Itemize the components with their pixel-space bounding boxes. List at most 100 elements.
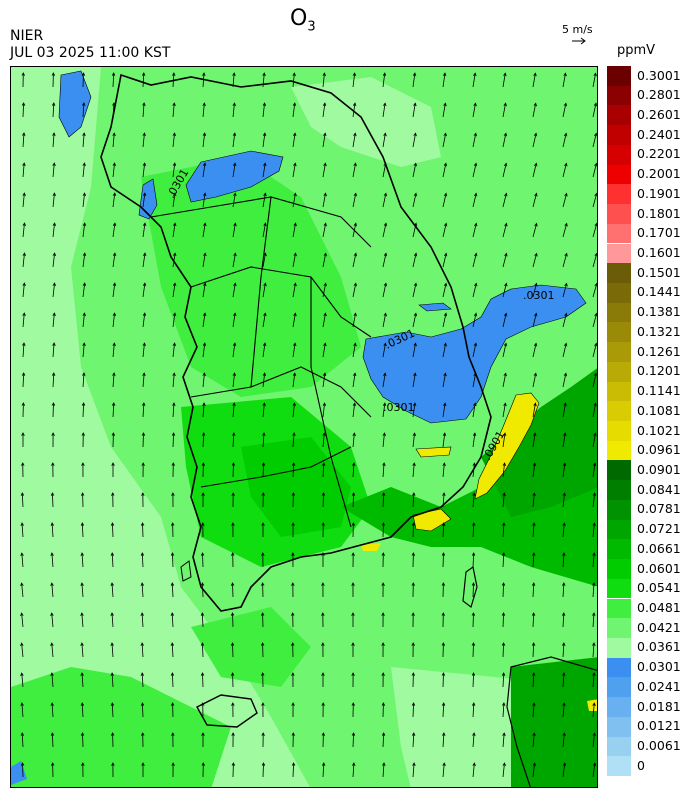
wind-arrow-head: [50, 672, 54, 676]
wind-arrow-head: [383, 282, 388, 287]
wind-arrow-head: [323, 132, 327, 137]
wind-arrow: [51, 522, 54, 538]
wind-arrow: [562, 73, 566, 88]
wind-arrow-head: [564, 282, 568, 287]
wind-arrow: [322, 462, 325, 478]
wind-arrow-head: [21, 372, 26, 376]
wind-arrow-head: [291, 612, 295, 616]
wind-arrow-head: [233, 282, 237, 287]
wind-arrow-head: [20, 492, 25, 496]
wind-arrow: [532, 313, 537, 328]
wind-arrow-head: [291, 552, 295, 556]
wind-arrow: [172, 552, 174, 568]
wind-arrow-head: [443, 372, 447, 377]
wind-arrow: [472, 313, 477, 328]
wind-arrow: [262, 283, 266, 298]
wind-arrow: [232, 642, 234, 658]
wind-arrow: [382, 433, 385, 448]
wind-arrow: [22, 132, 25, 148]
wind-arrow: [502, 193, 507, 208]
wind-arrow-head: [291, 582, 295, 586]
wind-arrow: [472, 103, 476, 118]
wind-arrow: [382, 373, 386, 388]
wind-arrow: [81, 552, 84, 568]
wind-arrow: [142, 72, 145, 88]
wind-arrow: [172, 223, 176, 238]
wind-arrow-head: [82, 162, 86, 167]
wind-arrow-head: [383, 192, 388, 197]
wind-arrow-head: [52, 282, 56, 287]
wind-arrow: [262, 373, 266, 388]
wind-arrow-head: [351, 552, 355, 556]
legend-label: 0.0541: [637, 580, 681, 596]
wind-arrow-head: [111, 762, 115, 766]
wind-arrow-head: [110, 732, 115, 736]
wind-arrow-head: [111, 462, 115, 466]
wind-arrow: [592, 133, 597, 148]
wind-arrow: [472, 223, 477, 238]
wind-arrow: [22, 283, 25, 298]
legend-label: 0.0181: [637, 698, 681, 714]
wind-arrow: [141, 672, 144, 688]
wind-arrow: [442, 313, 447, 328]
wind-arrow-head: [51, 102, 56, 106]
wind-arrow-head: [293, 162, 297, 167]
wind-arrow: [112, 372, 115, 388]
wind-arrow-head: [230, 582, 235, 586]
wind-arrow: [472, 403, 476, 418]
wind-arrow-head: [81, 432, 85, 436]
wind-arrow: [52, 193, 55, 208]
wind-arrow-head: [593, 132, 597, 137]
wind-arrow-head: [142, 132, 146, 137]
wind-arrow: [142, 402, 145, 418]
legend-bin: 0.1201: [607, 361, 692, 382]
wind-arrow-head: [22, 222, 26, 227]
agency-label: NIER: [10, 28, 44, 44]
wind-arrow: [232, 582, 234, 598]
wind-arrow-head: [291, 702, 295, 706]
legend-swatch: [607, 598, 631, 619]
wind-arrow-head: [411, 552, 416, 556]
wind-arrow-head: [292, 72, 296, 77]
wind-arrow-head: [171, 432, 176, 436]
wind-arrow: [112, 133, 115, 148]
wind-arrow-head: [473, 372, 477, 377]
wind-arrow-head: [142, 222, 147, 227]
wind-arrow-head: [381, 552, 385, 556]
legend-bin: 0.3001: [607, 66, 692, 86]
wind-arrow: [142, 253, 146, 268]
wind-arrow: [382, 133, 386, 148]
wind-arrow-head: [52, 312, 56, 317]
wind-arrow-head: [231, 522, 235, 526]
wind-arrow: [532, 193, 537, 208]
wind-arrow: [112, 313, 115, 328]
wind-arrow-head: [563, 342, 568, 347]
wind-arrow-head: [351, 582, 355, 586]
wind-arrow-head: [263, 282, 267, 287]
wind-arrow: [52, 132, 55, 148]
legend-bin: 0.2601: [607, 105, 692, 126]
wind-arrow-head: [142, 312, 147, 317]
wind-arrow: [382, 283, 387, 298]
wind-arrow: [412, 163, 417, 178]
wind-arrow-head: [52, 132, 56, 136]
wind-arrow-head: [112, 372, 116, 376]
wind-arrow: [111, 702, 114, 718]
wind-arrow-head: [474, 252, 478, 257]
wind-arrow: [82, 283, 86, 298]
wind-arrow: [532, 493, 535, 508]
legend-swatch: [607, 223, 631, 244]
legend-label: 0.0661: [637, 540, 681, 556]
wind-arrow: [202, 283, 206, 298]
wind-arrow-head: [21, 102, 26, 106]
wind-arrow-head: [594, 312, 597, 317]
wind-arrow: [442, 133, 447, 148]
wind-arrow: [202, 672, 204, 688]
wind-arrow-head: [442, 432, 447, 437]
wind-arrow-head: [474, 222, 478, 227]
wind-arrow-head: [564, 192, 568, 197]
legend-label: 0.0841: [637, 481, 681, 497]
wind-arrow: [562, 343, 567, 358]
legend-label: 0.1021: [637, 422, 681, 438]
wind-arrow: [141, 642, 144, 658]
